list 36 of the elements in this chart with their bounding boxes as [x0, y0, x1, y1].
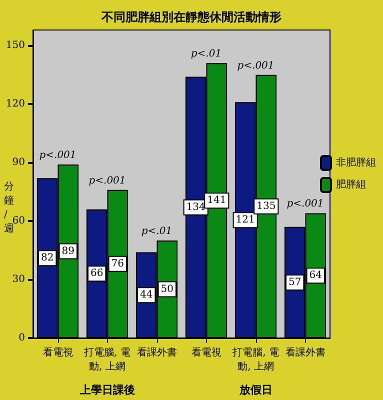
data-label: 141 — [207, 195, 226, 206]
annotation: p<.01 — [141, 226, 172, 238]
annotation: p<.001 — [237, 60, 274, 72]
data-label: 89 — [62, 246, 75, 257]
data-label: 82 — [40, 252, 54, 264]
data-label: 64 — [309, 270, 322, 282]
y-tick-label: 0 — [18, 332, 25, 344]
y-tick-label: 60 — [12, 216, 25, 227]
chart-title: 不同肥胖組別在靜態休閒活動情形 — [100, 10, 282, 24]
annotation: p<.001 — [88, 175, 126, 186]
data-label: 66 — [90, 268, 104, 280]
y-axis-title: 分鐘/週 — [4, 180, 14, 234]
annotation: p<.001 — [39, 150, 76, 162]
text: 放假日 — [238, 384, 272, 396]
legend-label: 肥胖組 — [336, 178, 366, 190]
x-tick-label: 打電腦, 電動, 上網 — [83, 346, 130, 372]
data-label: 135 — [256, 200, 276, 212]
annotation: p<.01 — [190, 48, 222, 60]
x-tick-label: 看課外書 — [285, 346, 326, 358]
legend-label: 非肥胖組 — [336, 156, 376, 168]
data-label: 44 — [140, 290, 153, 301]
x-tick-label: 看課外書 — [136, 346, 177, 358]
text: 上學日課後 — [78, 384, 135, 396]
y-tick-label: 90 — [12, 157, 25, 168]
data-label: 76 — [111, 258, 124, 270]
x-tick-label: 看電視 — [42, 346, 73, 358]
y-tick-label: 30 — [12, 274, 25, 286]
y-tick-label: 120 — [6, 98, 25, 110]
x-tick-label: 看電視 — [191, 346, 222, 358]
x-tick-label: 打電腦, 電動, 上網 — [232, 346, 279, 372]
y-tick-label: 150 — [6, 40, 25, 52]
annotation: p<.001 — [286, 198, 324, 210]
data-label: 57 — [288, 276, 302, 288]
data-label: 121 — [236, 214, 255, 226]
data-label: 50 — [160, 284, 174, 295]
data-label: 134 — [186, 202, 206, 213]
